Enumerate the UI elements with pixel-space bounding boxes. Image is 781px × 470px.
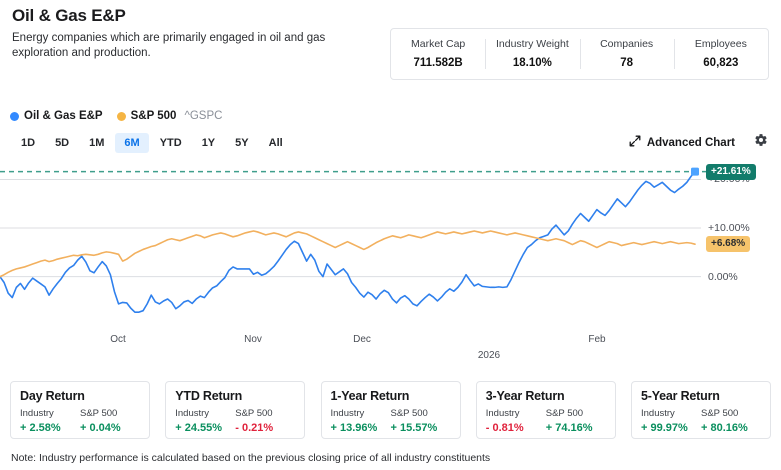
sp500-column: S&P 500 - 0.21% bbox=[235, 407, 295, 436]
return-card-title: 3-Year Return bbox=[485, 389, 565, 403]
current-value-badge: +6.68% bbox=[706, 236, 751, 253]
stat-value: 60,823 bbox=[703, 57, 739, 69]
industry-column: Industry + 13.96% bbox=[331, 407, 391, 436]
stat-item: Market Cap 711.582B bbox=[391, 35, 485, 73]
legend-dot-icon bbox=[116, 111, 126, 121]
chart-series-line bbox=[0, 230, 696, 278]
range-tab-ytd[interactable]: YTD bbox=[159, 137, 182, 149]
industry-stats-panel: Market Cap 711.582B Industry Weight 18.10% C… bbox=[390, 28, 769, 80]
sp500-return-value: + 0.04% bbox=[80, 422, 121, 434]
column-label: Industry bbox=[485, 408, 520, 419]
column-label: Industry bbox=[641, 408, 675, 419]
industry-column: Industry + 99.97% bbox=[641, 407, 701, 436]
column-label: S&P 500 bbox=[545, 408, 584, 419]
time-range-selector[interactable]: 1D 5D 1M 6M YTD 1Y 5Y All bbox=[12, 133, 294, 153]
chart-legend: Oil & Gas E&P S&P 500 ^GSPC bbox=[10, 110, 230, 122]
return-card-title: 1-Year Return bbox=[330, 389, 410, 403]
x-axis-tick-label: Oct bbox=[110, 334, 126, 345]
return-cards: Day Return Industry + 2.58% S&P 500 + 0.04% Y… bbox=[10, 381, 771, 439]
return-card: 3-Year Return Industry - 0.81% S&P 500 + 74.… bbox=[475, 381, 616, 439]
industry-column: Industry - 0.81% bbox=[486, 407, 546, 436]
return-card: Day Return Industry + 2.58% S&P 500 + 0.04% bbox=[10, 381, 150, 439]
range-tab-6m[interactable]: 6M bbox=[115, 133, 149, 153]
return-card-title: Day Return bbox=[20, 389, 85, 403]
x-axis-tick-label: Dec bbox=[353, 334, 371, 345]
industry-return-value: + 2.58% bbox=[20, 422, 61, 434]
page-header: Oil & Gas E&P Energy companies which are… bbox=[12, 6, 382, 61]
industry-column: Industry + 24.55% bbox=[175, 407, 235, 436]
sp500-column: S&P 500 + 74.16% bbox=[546, 407, 606, 436]
stat-item: Companies 78 bbox=[579, 35, 674, 73]
stat-value: 18.10% bbox=[512, 57, 552, 69]
range-tab-5d[interactable]: 5D bbox=[55, 137, 70, 149]
legend-dot-icon bbox=[10, 111, 19, 121]
column-label: S&P 500 bbox=[390, 408, 428, 419]
industry-return-value: + 24.55% bbox=[175, 422, 223, 434]
current-value-badge: +21.61% bbox=[706, 163, 756, 180]
legend-label: S&P 500 bbox=[130, 110, 177, 122]
page-title: Oil & Gas E&P bbox=[12, 6, 126, 25]
gear-icon bbox=[754, 134, 768, 151]
industry-return-value: - 0.81% bbox=[485, 422, 524, 434]
column-label: S&P 500 bbox=[80, 408, 118, 419]
sp500-return-value: + 15.57% bbox=[390, 422, 438, 434]
sp500-column: S&P 500 + 15.57% bbox=[391, 407, 451, 436]
legend-label: Oil & Gas E&P bbox=[24, 110, 103, 122]
range-tab-all[interactable]: All bbox=[268, 137, 283, 149]
advanced-chart-label: Advanced Chart bbox=[646, 137, 735, 149]
sp500-return-value: - 0.21% bbox=[235, 422, 274, 434]
industry-return-value: + 13.96% bbox=[330, 422, 378, 434]
stat-item: Industry Weight 18.10% bbox=[485, 35, 579, 73]
range-tab-1d[interactable]: 1D bbox=[21, 137, 36, 149]
range-tab-1y[interactable]: 1Y bbox=[201, 137, 216, 149]
stat-value: 711.582B bbox=[413, 57, 463, 69]
footnote: Note: Industry performance is calculated… bbox=[11, 452, 491, 464]
page-description: Energy companies which are primarily eng… bbox=[12, 32, 326, 59]
column-label: S&P 500 bbox=[235, 408, 273, 419]
sp500-return-value: + 80.16% bbox=[701, 422, 748, 434]
return-card: 1-Year Return Industry + 13.96% S&P 500 + 15… bbox=[320, 381, 461, 439]
chart-x-axis: Oct Nov Dec 2026 Feb bbox=[0, 332, 781, 366]
industry-column: Industry + 2.58% bbox=[20, 407, 80, 436]
column-label: Industry bbox=[20, 408, 54, 419]
x-axis-tick-label: Feb bbox=[588, 334, 606, 345]
return-card-title: 5-Year Return bbox=[641, 389, 720, 403]
performance-chart[interactable]: 0.00%+10.00%+20.00%+21.61%+6.68% bbox=[0, 160, 781, 335]
expand-arrow-icon bbox=[629, 134, 641, 152]
advanced-chart-button[interactable]: Advanced Chart bbox=[629, 134, 735, 152]
chart-settings-button[interactable] bbox=[754, 133, 768, 152]
return-card: 5-Year Return Industry + 99.97% S&P 500 + 80… bbox=[631, 381, 771, 439]
sp500-column: S&P 500 + 80.16% bbox=[701, 407, 761, 436]
return-card: YTD Return Industry + 24.55% S&P 500 - 0.21% bbox=[165, 381, 306, 439]
sp500-column: S&P 500 + 0.04% bbox=[80, 407, 140, 436]
chart-series-line bbox=[0, 170, 696, 313]
stat-label: Employees bbox=[694, 38, 747, 50]
industry-return-value: + 99.97% bbox=[641, 422, 688, 434]
column-label: Industry bbox=[175, 408, 210, 419]
stat-value: 78 bbox=[620, 57, 634, 69]
stat-item: Employees 60,823 bbox=[673, 35, 768, 73]
y-axis-tick-label: +10.00% bbox=[708, 222, 750, 235]
column-label: S&P 500 bbox=[701, 408, 739, 419]
x-axis-tick-label: 2026 bbox=[477, 350, 501, 361]
stat-label: Companies bbox=[600, 38, 654, 50]
sp500-return-value: + 74.16% bbox=[545, 422, 593, 434]
column-label: Industry bbox=[330, 408, 365, 419]
range-tab-1m[interactable]: 1M bbox=[89, 137, 105, 149]
y-axis-tick-label: 0.00% bbox=[708, 270, 738, 283]
return-card-title: YTD Return bbox=[175, 389, 243, 403]
legend-ticker: ^GSPC bbox=[184, 110, 223, 122]
legend-item[interactable]: Oil & Gas E&P bbox=[10, 110, 103, 122]
x-axis-tick-label: Nov bbox=[244, 334, 262, 345]
stat-label: Market Cap bbox=[410, 38, 466, 50]
range-tab-5y[interactable]: 5Y bbox=[235, 137, 249, 149]
stat-label: Industry Weight bbox=[495, 38, 569, 50]
series-end-marker bbox=[691, 167, 699, 176]
chart-canvas bbox=[0, 167, 711, 313]
legend-item[interactable]: S&P 500 ^GSPC bbox=[116, 110, 223, 122]
